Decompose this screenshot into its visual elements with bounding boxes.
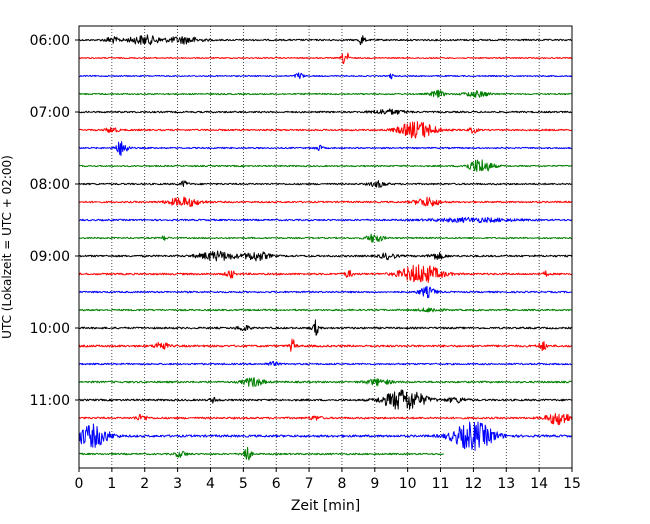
seismogram-trace-0700	[78, 108, 572, 115]
seismogram-trace-1130	[78, 421, 572, 451]
seismogram-trace-1000	[78, 319, 572, 336]
y-tick-label: 09:00	[30, 249, 70, 265]
seismogram-trace-1100	[78, 389, 572, 410]
y-tick-label: 06:00	[30, 33, 70, 49]
y-tick-label: 11:00	[30, 393, 70, 409]
x-axis-ticks: 0 1 2 3 4 5 6 7 8 9 10 11 12 13 14 15	[75, 468, 581, 492]
seismogram-traces	[78, 34, 573, 461]
x-tick-label: 15	[563, 476, 581, 492]
x-tick-label: 1	[107, 476, 116, 492]
plot-frame	[78, 25, 573, 469]
x-tick-label: 12	[464, 476, 482, 492]
x-axis-label: Zeit [min]	[291, 498, 360, 514]
seismogram-trace-0830	[78, 216, 572, 224]
seismogram-trace-0900	[79, 250, 573, 262]
x-tick-label: 7	[305, 476, 314, 492]
x-tick-label: 11	[432, 476, 450, 492]
y-axis-ticks: 06:00 07:00 08:00 09:00 10:00 11:00	[30, 33, 79, 409]
seismogram-trace-0645	[78, 89, 572, 98]
seismogram-trace-0845	[78, 233, 572, 243]
seismogram-trace-1145	[78, 446, 444, 461]
seismogram-trace-0600	[78, 34, 572, 46]
y-tick-label: 10:00	[30, 321, 70, 337]
seismogram-trace-1030	[78, 360, 572, 367]
seismogram-trace-0715	[78, 121, 572, 139]
x-tick-label: 14	[530, 476, 548, 492]
x-tick-label: 8	[337, 476, 346, 492]
x-tick-label: 5	[239, 476, 248, 492]
x-tick-label: 4	[206, 476, 215, 492]
x-tick-label: 10	[399, 476, 417, 492]
seismogram-trace-0930	[78, 285, 572, 299]
x-tick-label: 2	[140, 476, 149, 492]
seismogram-trace-0815	[78, 196, 572, 207]
x-tick-label: 6	[272, 476, 281, 492]
x-tick-label: 3	[173, 476, 182, 492]
y-tick-label: 08:00	[30, 177, 70, 193]
seismogram-trace-0730	[78, 141, 572, 156]
seismogram-trace-0800	[78, 180, 572, 189]
y-axis-label: UTC (Lokalzeit = UTC + 02:00)	[0, 155, 14, 339]
seismogram-trace-0745	[78, 159, 572, 172]
y-tick-label: 07:00	[30, 105, 70, 121]
seismogram-trace-1015	[78, 338, 572, 352]
seismogram-trace-0945	[78, 307, 572, 313]
seismogram-trace-1045	[78, 377, 572, 388]
seismogram-trace-0630	[78, 72, 572, 80]
seismogram-trace-0615	[78, 52, 572, 65]
seismogram-trace-1115	[78, 413, 573, 426]
x-tick-label: 9	[370, 476, 379, 492]
x-tick-label: 13	[497, 476, 515, 492]
x-tick-label: 0	[75, 476, 84, 492]
seismogram-trace-0915	[78, 264, 572, 283]
